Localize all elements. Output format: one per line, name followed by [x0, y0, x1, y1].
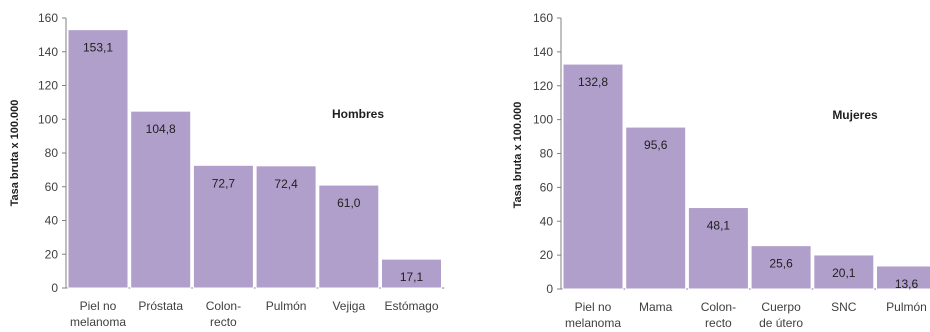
x-tick-label: melanoma	[565, 316, 621, 330]
y-tick-label: 0	[51, 281, 58, 295]
bar	[750, 245, 812, 290]
bar	[687, 207, 749, 290]
chart-title: Hombres	[332, 107, 384, 121]
x-tick-label: Vejiga	[332, 299, 365, 313]
x-tick-label: Estómago	[384, 299, 438, 313]
data-label: 95,6	[644, 138, 668, 152]
data-label: 48,1	[707, 219, 731, 233]
data-label: 153,1	[83, 41, 113, 55]
x-tick-label: Pulmón	[886, 300, 927, 314]
y-tick-label: 140	[533, 45, 553, 59]
x-tick-label: Cuerpo	[761, 300, 801, 314]
bar	[813, 254, 875, 290]
y-tick-label: 40	[540, 214, 554, 228]
bar	[876, 265, 930, 290]
x-tick-label: Pulmón	[266, 299, 307, 313]
bar	[192, 164, 254, 289]
x-tick-label: recto	[705, 316, 732, 330]
data-label: 13,6	[895, 277, 919, 291]
y-tick-label: 20	[45, 247, 59, 261]
data-label: 17,1	[400, 270, 424, 284]
data-label: 25,6	[769, 257, 793, 271]
y-tick-label: 140	[38, 45, 58, 59]
y-tick-label: 100	[38, 112, 58, 126]
chart-mujeres-svg: 0 20 40 60 80 100 120 140 160 132,8 Piel no melanom…	[512, 11, 930, 330]
data-label: 61,0	[337, 196, 361, 210]
bar	[562, 63, 624, 290]
y-tick-label: 120	[533, 79, 553, 93]
y-tick-label: 160	[533, 11, 553, 25]
x-tick-label: SNC	[831, 300, 857, 314]
x-tick-label: de útero	[759, 316, 803, 330]
bar	[67, 29, 129, 289]
x-tick-label: Próstata	[138, 299, 183, 313]
y-tick-label: 40	[45, 214, 59, 228]
y-tick-label: 0	[546, 282, 553, 296]
chart-title: Mujeres	[832, 108, 878, 122]
x-tick-label: Piel no	[80, 299, 117, 313]
data-label: 132,8	[578, 75, 608, 89]
y-tick-label: 100	[533, 113, 553, 127]
y-axis-title: Tasa bruta x 100.000	[512, 102, 524, 209]
data-label: 104,8	[146, 122, 176, 136]
y-tick-label: 60	[45, 180, 59, 194]
chart-hombres-svg: 0 20 40 60 80 100 120 140 160 153,1 Piel no melanom…	[9, 11, 445, 329]
x-tick-label: Mama	[639, 300, 673, 314]
x-tick-label: melanoma	[70, 315, 126, 329]
x-tick-label: Colon-	[206, 299, 241, 313]
y-tick-label: 20	[540, 248, 554, 262]
y-tick-label: 80	[45, 146, 59, 160]
bar	[625, 126, 687, 290]
y-tick-label: 120	[38, 79, 58, 93]
x-tick-label: Piel no	[575, 300, 612, 314]
data-label: 72,4	[274, 177, 298, 191]
y-tick-label: 160	[38, 11, 58, 25]
chart-hombres: 0 20 40 60 80 100 120 140 160 153,1 Piel no melanom…	[0, 0, 462, 332]
bar	[130, 110, 192, 289]
bar	[255, 165, 317, 289]
chart-mujeres: 0 20 40 60 80 100 120 140 160 132,8 Piel no melanom…	[495, 0, 930, 332]
y-tick-label: 80	[540, 147, 554, 161]
x-tick-label: Colon-	[701, 300, 736, 314]
data-label: 20,1	[832, 266, 856, 280]
data-label: 72,7	[212, 176, 236, 190]
bar	[318, 184, 380, 289]
y-axis-title: Tasa bruta x 100.000	[9, 100, 21, 207]
bar	[381, 258, 442, 289]
y-tick-label: 60	[540, 180, 554, 194]
x-tick-label: recto	[210, 315, 237, 329]
